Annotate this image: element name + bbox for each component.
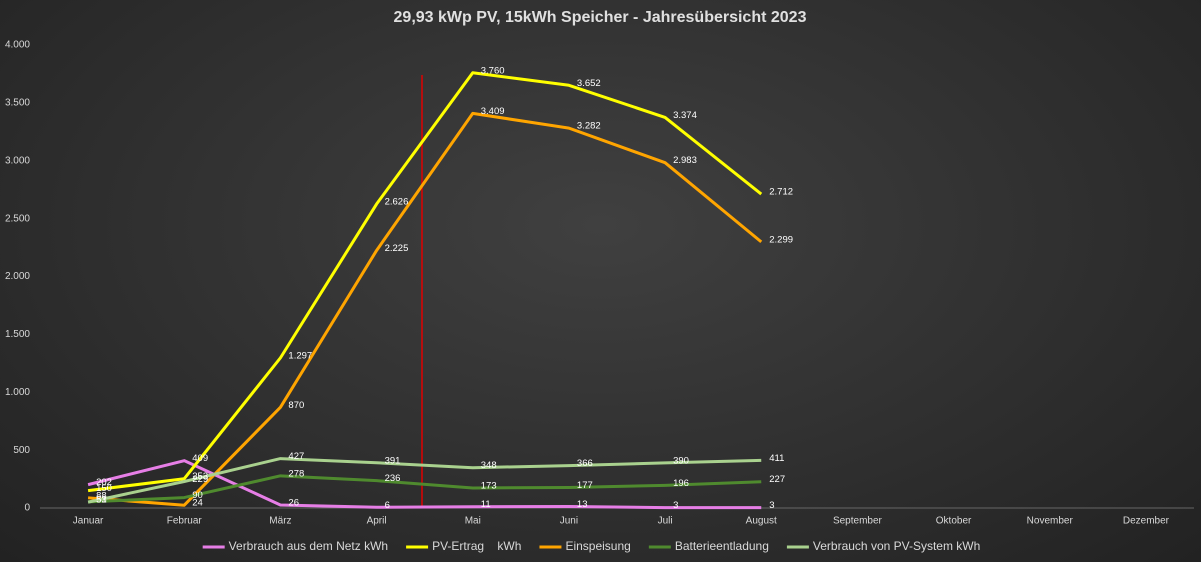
data-label: 3.374 (673, 110, 697, 121)
data-label: 278 (288, 468, 304, 479)
line-series (87, 459, 762, 510)
data-label: 3 (673, 500, 678, 511)
y-tick-label: 1.500 (5, 329, 30, 340)
data-label: 88 (96, 490, 107, 501)
data-label: 236 (385, 473, 401, 484)
x-tick-label: Juni (560, 516, 578, 527)
data-label: 150 (96, 483, 112, 494)
data-label: 227 (769, 474, 785, 485)
line-series (87, 111, 763, 507)
y-tick-label: 0 (24, 503, 30, 514)
y-tick-label: 1.000 (5, 387, 30, 398)
data-label: 409 (192, 453, 208, 464)
y-tick-label: 2.000 (5, 271, 30, 282)
data-label: 253 (192, 471, 208, 482)
y-tick-label: 500 (13, 445, 30, 456)
data-label: 24 (192, 498, 203, 509)
data-label: 177 (577, 480, 593, 491)
data-label: 229 (192, 474, 208, 485)
data-label: 90 (192, 490, 203, 501)
line-series (87, 457, 762, 504)
data-label: 3.760 (481, 65, 505, 76)
legend-label: Einspeisung (565, 539, 630, 553)
y-tick-label: 4.000 (5, 40, 30, 51)
data-label: 3.282 (577, 121, 601, 132)
y-tick-label: 3.500 (5, 98, 30, 109)
data-label: 411 (769, 453, 784, 464)
x-tick-label: Juli (658, 516, 673, 527)
data-label: 391 (385, 455, 401, 466)
data-label: 202 (96, 477, 112, 488)
data-label: 427 (288, 451, 304, 462)
x-tick-label: Februar (167, 516, 203, 527)
y-tick-label: 2.500 (5, 213, 30, 224)
x-tick-label: November (1027, 516, 1074, 527)
data-label: 348 (481, 460, 497, 471)
legend-label: Batterieentladung (675, 539, 769, 553)
x-tick-label: April (367, 516, 387, 527)
data-label: 3 (769, 500, 774, 511)
x-tick-label: Mai (465, 516, 481, 527)
legend-label: PV-Ertrag kWh (432, 539, 521, 553)
data-label: 2.299 (769, 234, 793, 245)
data-label: 2.712 (769, 187, 793, 198)
x-tick-label: Dezember (1123, 516, 1170, 527)
data-label: 2.225 (385, 243, 409, 254)
data-label: 6 (385, 500, 390, 511)
data-label: 51 (96, 495, 107, 506)
data-label: 196 (673, 478, 689, 489)
data-label: 13 (577, 499, 588, 510)
line-series (88, 474, 762, 504)
data-label: 26 (288, 498, 299, 509)
legend-label: Verbrauch von PV-System kWh (813, 539, 980, 553)
x-tick-label: August (746, 516, 777, 527)
data-label: 3.409 (481, 106, 505, 117)
x-tick-label: September (833, 516, 883, 527)
legend-label: Verbrauch aus dem Netz kWh (229, 539, 388, 553)
data-label: 53 (96, 494, 107, 505)
x-tick-label: Oktober (936, 516, 972, 527)
chart-title: 29,93 kWp PV, 15kWh Speicher - Jahresübe… (394, 9, 807, 26)
data-label: 2.626 (385, 197, 409, 208)
data-label: 366 (577, 458, 593, 469)
x-tick-label: März (269, 516, 291, 527)
y-tick-label: 3.000 (5, 155, 30, 166)
line-series (87, 71, 763, 493)
data-label: 11 (481, 499, 491, 510)
data-label: 173 (481, 480, 497, 491)
data-label: 870 (288, 400, 304, 411)
data-label: 3.652 (577, 78, 601, 89)
data-label: 2.983 (673, 155, 697, 166)
data-label: 1.297 (288, 350, 312, 361)
x-tick-label: Januar (73, 516, 104, 527)
data-label: 390 (673, 455, 689, 466)
